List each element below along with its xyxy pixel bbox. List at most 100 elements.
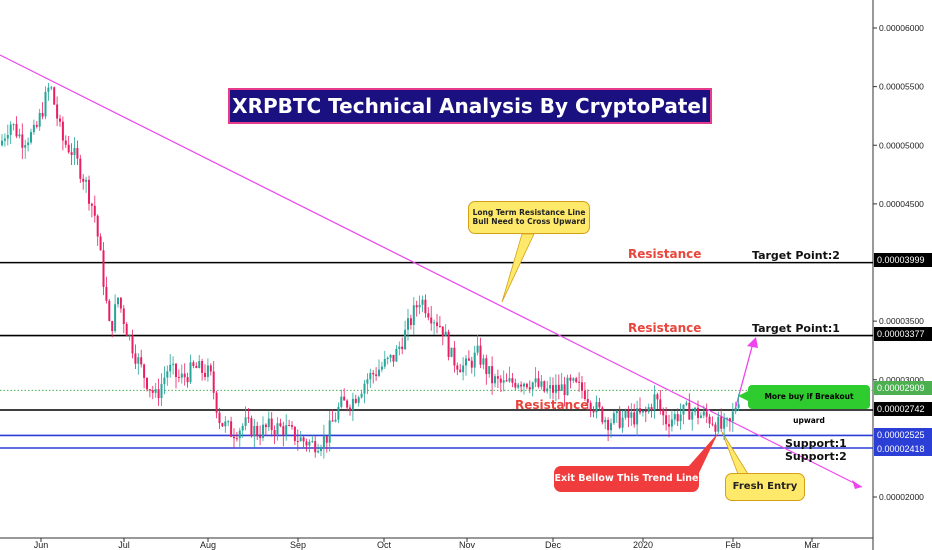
candle-body <box>511 378 514 383</box>
x-tick-label: Sep <box>290 540 306 550</box>
candle-body <box>575 378 578 382</box>
candle-body <box>125 323 128 336</box>
candle-body <box>267 418 270 428</box>
candle-body <box>699 415 702 418</box>
candle-body <box>146 377 148 390</box>
candle-body <box>88 179 90 204</box>
support-2-label: Support:2 <box>785 450 847 463</box>
candle-body <box>244 417 247 426</box>
candle-body <box>337 406 340 420</box>
candle-body <box>595 402 598 413</box>
candle-body <box>186 377 189 383</box>
candle-body <box>598 402 601 408</box>
candle-body <box>250 418 253 437</box>
fresh-entry-callout: Fresh Entry <box>725 473 805 501</box>
candle-body <box>38 112 41 127</box>
candle-body <box>708 416 711 424</box>
candle-body <box>398 346 401 349</box>
candle-body <box>241 425 244 431</box>
candle-body <box>401 346 404 350</box>
price-tag-current: 0.00002909 <box>874 381 932 395</box>
candle-body <box>508 378 511 382</box>
candle-body <box>485 358 488 374</box>
x-tick-label: Nov <box>459 540 476 550</box>
candle-body <box>134 353 137 364</box>
candle-body <box>499 378 502 383</box>
y-tick-label: 0.00004500 <box>879 199 924 209</box>
candle-body <box>409 318 412 325</box>
candle-body <box>691 411 694 420</box>
candle-body <box>462 365 465 373</box>
candle-body <box>537 378 540 387</box>
candle-body <box>322 436 325 449</box>
candle-body <box>119 297 122 309</box>
exit-callout: Exit Bellow This Trend Line <box>554 466 699 492</box>
candle-body <box>668 424 670 427</box>
candle-body <box>424 299 427 314</box>
candle-body <box>482 358 485 365</box>
candle-body <box>273 430 276 435</box>
candle-body <box>653 394 656 411</box>
candle-body <box>523 383 525 387</box>
candle-body <box>476 345 479 353</box>
candle-body <box>90 203 93 206</box>
candle-body <box>117 297 119 305</box>
x-tick-label: Mar <box>804 540 820 550</box>
candle-body <box>717 416 720 432</box>
candle-body <box>308 441 311 446</box>
candle-body <box>340 396 343 407</box>
candle-body <box>688 402 691 420</box>
candle-body <box>601 407 604 423</box>
candle-body <box>1 140 3 146</box>
candle-body <box>618 411 621 428</box>
candle-body <box>488 366 491 374</box>
candle-body <box>612 413 615 424</box>
candle-body <box>334 419 337 422</box>
resistance-label-top: Resistance <box>628 247 702 261</box>
candle-body <box>450 347 453 357</box>
candle-body <box>314 441 317 453</box>
x-tick-label: Oct <box>377 540 392 550</box>
candle-body <box>270 418 273 431</box>
projection-arrow <box>734 342 754 411</box>
breakout-callout-pointer <box>738 391 748 401</box>
candle-body <box>143 364 146 378</box>
candle-body <box>302 437 305 442</box>
candle-body <box>592 409 595 413</box>
candle-body <box>163 377 166 384</box>
candle-body <box>276 423 279 435</box>
candle-body <box>705 411 708 417</box>
candle-body <box>627 410 630 418</box>
candle-body <box>494 376 496 384</box>
candle-body <box>79 158 82 179</box>
candle-body <box>531 382 534 390</box>
candle-body <box>305 441 308 446</box>
candle-body <box>256 425 259 437</box>
candle-body <box>380 366 383 370</box>
fresh-entry-pointer <box>721 431 749 475</box>
x-tick-label: Aug <box>200 540 216 550</box>
candle-body <box>264 424 267 428</box>
candle-body <box>586 399 589 403</box>
candle-body <box>128 335 131 337</box>
candle-body <box>644 410 647 413</box>
candle-body <box>227 421 230 423</box>
candle-body <box>192 362 195 366</box>
candle-body <box>496 376 499 379</box>
candle-body <box>175 363 177 377</box>
candle-body <box>189 362 192 383</box>
candle-body <box>447 331 450 357</box>
candle-body <box>473 352 476 368</box>
candle-body <box>299 437 302 442</box>
price-tag-support1: 0.00002525 <box>874 428 932 442</box>
candle-body <box>3 138 6 141</box>
candle-body <box>32 124 35 133</box>
candle-body <box>363 383 366 394</box>
candle-body <box>70 152 73 155</box>
candle-body <box>441 326 444 337</box>
candle-body <box>360 393 363 398</box>
candle-body <box>317 450 320 453</box>
candle-body <box>412 305 415 325</box>
candle-body <box>166 371 169 378</box>
